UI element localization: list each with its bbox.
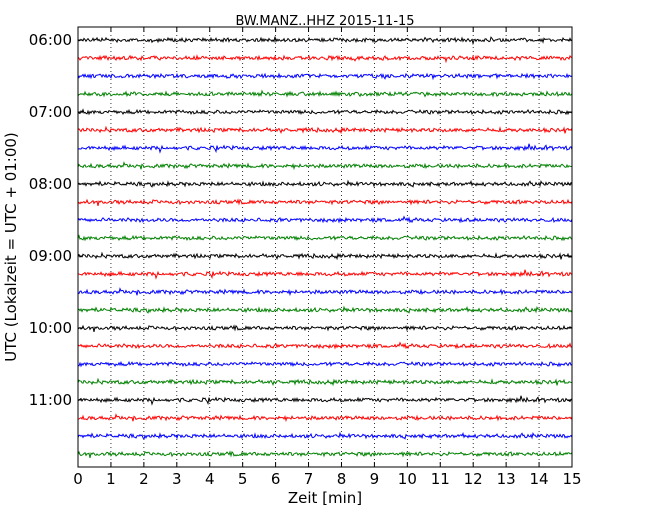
y-tick-label: 07:00 <box>29 103 72 121</box>
trace-line <box>77 287 573 297</box>
trace-line <box>77 72 573 81</box>
y-axis-label: UTC (Lokalzeit = UTC + 01:00) <box>2 132 20 362</box>
x-tick-label: 1 <box>106 470 116 488</box>
x-tick-label: 11 <box>431 470 450 488</box>
x-tick-label: 2 <box>139 470 149 488</box>
y-tick-label: 08:00 <box>29 175 72 193</box>
trace-line <box>77 413 573 423</box>
x-tick-label: 14 <box>530 470 549 488</box>
x-tick-label: 13 <box>497 470 516 488</box>
y-tick-label: 06:00 <box>29 31 72 49</box>
x-tick-label: 8 <box>337 470 347 488</box>
y-axis: 06:00 07:00 08:00 09:00 10:00 11:00 <box>29 31 572 409</box>
x-tick-label: 6 <box>271 470 281 488</box>
trace-line <box>77 269 573 280</box>
plot-frame <box>77 26 573 468</box>
trace-line <box>77 179 573 188</box>
y-tick-label: 11:00 <box>29 391 72 409</box>
x-tick-label: 4 <box>205 470 215 488</box>
grid-lines <box>110 27 540 467</box>
x-tick-label: 9 <box>370 470 380 488</box>
trace-line <box>77 360 573 368</box>
x-tick-label: 7 <box>304 470 314 488</box>
x-tick-label: 3 <box>172 470 182 488</box>
trace-line <box>77 198 573 206</box>
trace-line <box>77 215 573 224</box>
x-tick-label: 10 <box>398 470 417 488</box>
x-tick-label: 12 <box>464 470 483 488</box>
x-tick-label: 0 <box>73 470 83 488</box>
trace-line <box>77 431 573 440</box>
trace-line <box>77 54 573 64</box>
trace-line <box>77 251 572 261</box>
trace-line <box>77 161 573 171</box>
trace-line <box>77 125 573 135</box>
trace-line <box>77 324 573 332</box>
traces-group <box>77 36 573 458</box>
x-axis-label: Zeit [min] <box>288 489 362 507</box>
trace-line <box>77 450 573 458</box>
trace-line <box>77 143 573 154</box>
trace-line <box>77 341 573 350</box>
chart-title: BW.MANZ..HHZ 2015-11-15 <box>235 14 414 29</box>
trace-line <box>77 305 573 314</box>
trace-line <box>77 108 573 116</box>
trace-line <box>77 377 573 387</box>
trace-line <box>77 234 573 242</box>
x-axis: 0 1 2 3 4 5 6 7 8 9 10 11 12 13 14 15 <box>73 27 582 488</box>
y-tick-label: 09:00 <box>29 247 72 265</box>
x-tick-label: 5 <box>238 470 248 488</box>
y-tick-label: 10:00 <box>29 319 72 337</box>
x-tick-label: 15 <box>562 470 581 488</box>
trace-line <box>77 36 573 46</box>
trace-line <box>77 395 573 406</box>
trace-line <box>77 89 573 98</box>
